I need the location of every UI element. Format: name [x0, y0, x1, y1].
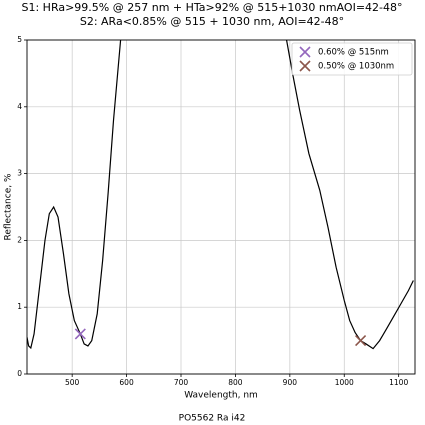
marker — [74, 328, 86, 340]
x-tick-label: 700 — [174, 378, 189, 387]
plot-frame — [26, 39, 416, 375]
y-tick-label: 3 — [17, 169, 22, 178]
legend-label: 0.60% @ 515nm — [318, 48, 389, 58]
x-tick-label: 1100 — [389, 378, 408, 387]
y-axis-label: Reflectance, % — [4, 173, 14, 240]
chart-subtitle: S2: ARa<0.85% @ 515 + 1030 nm, AOI=42-48… — [80, 15, 344, 28]
x-axis-label: Wavelength, nm — [184, 391, 258, 401]
legend-box — [291, 42, 413, 76]
y-tick-label: 4 — [17, 102, 22, 111]
x-tick-label: 600 — [119, 378, 134, 387]
y-tick-label: 0 — [17, 369, 22, 378]
x-tick-label: 900 — [283, 378, 298, 387]
y-tick-label: 1 — [17, 302, 22, 311]
x-tick-label: 1000 — [335, 378, 354, 387]
x-tick-label: 800 — [228, 378, 243, 387]
chart-title: S1: HRa>99.5% @ 257 nm + HTa>92% @ 515+1… — [21, 1, 402, 14]
y-tick-label: 5 — [17, 35, 22, 44]
y-tick-label: 2 — [17, 235, 22, 244]
legend-label: 0.50% @ 1030nm — [318, 62, 394, 72]
marker — [355, 335, 367, 347]
legend: 0.60% @ 515nm 0.50% @ 1030nm — [291, 42, 413, 76]
curve — [27, 40, 414, 350]
plot-area — [27, 40, 414, 350]
legend-marker — [299, 60, 311, 72]
x-tick-label: 500 — [65, 378, 80, 387]
legend-marker — [299, 46, 311, 58]
footnote: PO5562 Ra i42 — [179, 414, 246, 424]
